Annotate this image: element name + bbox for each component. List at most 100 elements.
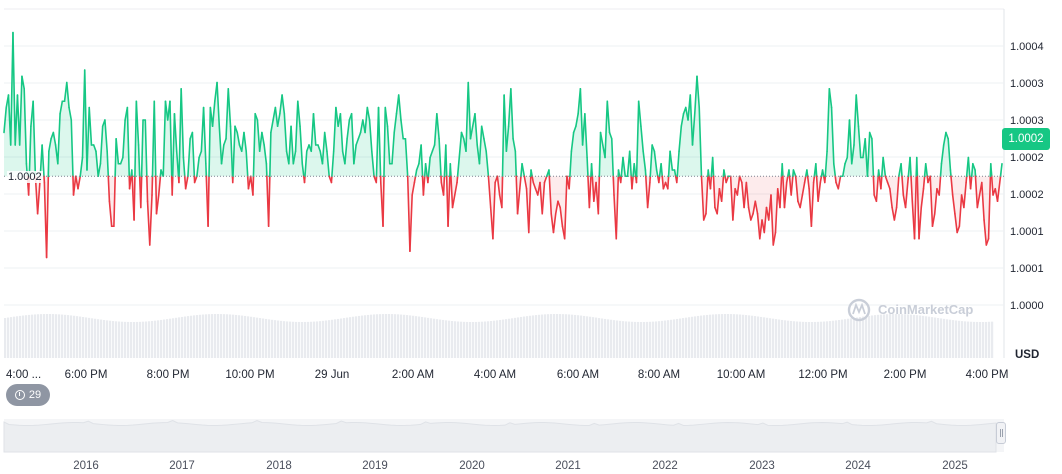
volume-bar [685,317,688,358]
price-segment [597,175,601,215]
volume-bar [154,320,157,358]
volume-bar [946,319,949,358]
volume-bar [43,314,46,358]
price-segment [41,144,45,178]
price-segment [478,125,483,165]
price-segment [750,212,754,221]
price-segment [918,206,923,240]
price-segment [579,87,584,146]
price-segment [783,181,788,209]
price-segment [267,175,271,228]
price-segment [106,150,110,178]
price-segment [910,175,914,203]
volume-bar [964,321,967,358]
volume-bar [751,315,754,358]
price-segment [391,131,396,165]
price-segment [541,181,546,215]
volume-bar [682,318,685,358]
price-segment [88,106,93,146]
volume-bar [589,316,592,358]
price-segment [628,150,633,178]
price-segment [140,119,144,178]
price-segment [23,87,28,165]
price-segment [653,150,658,171]
volume-bar [457,321,460,358]
volume-bar [445,320,448,358]
volume-bar [505,319,508,358]
price-segment [563,175,568,240]
volume-bar [418,316,421,358]
volume-bar [565,314,568,358]
volume-bar [331,319,334,358]
volume-bar [742,314,745,358]
price-segment [584,112,588,159]
price-segment [931,212,936,228]
volume-bar [307,321,310,358]
volume-bar [892,314,895,358]
volume-bar [916,315,919,358]
volume-bar [607,319,610,358]
price-segment [57,112,61,165]
volume-bar [739,314,742,358]
volume-bar [556,314,559,358]
volume-bar [250,316,253,358]
price-segment [438,137,442,178]
volume-bar [931,317,934,358]
volume-bar [346,317,349,358]
price-segment [77,175,82,190]
volume-bar [439,319,442,358]
price-segment [763,206,768,234]
navigator-handle[interactable] [996,422,1006,444]
volume-bar [961,321,964,358]
price-segment [989,162,993,178]
volume-bar [88,317,91,358]
price-segment [635,100,640,178]
price-segment [216,81,221,128]
volume-bar [94,318,97,358]
volume-bar [508,318,511,358]
price-segment [505,125,510,153]
price-segment [817,181,822,203]
price-segment [904,181,909,209]
volume-bar [61,314,64,358]
price-segment [312,112,317,146]
watermark: CoinMarketCap [847,298,973,322]
volume-bar [58,314,61,358]
volume-bar [385,314,388,358]
price-segment [52,131,57,146]
volume-bar [790,320,793,358]
price-segment [182,156,186,178]
volume-bar [163,319,166,358]
price-segment [427,175,430,184]
volume-bar [640,321,643,358]
volume-bar [364,315,367,358]
price-segment [794,175,799,203]
volume-bar [697,315,700,358]
volume-bar [832,320,835,358]
volume-bar [985,321,988,358]
volume-bar [493,320,496,358]
events-badge[interactable]: 29 [6,384,50,406]
price-segment [304,150,308,178]
volume-bar [568,314,571,358]
volume-bar [151,320,154,358]
price-segment [693,75,698,115]
volume-bar [898,314,901,358]
volume-bar [949,319,952,358]
price-segment [45,175,50,259]
volume-bar [130,321,133,358]
price-segment [252,112,256,178]
volume-bar [286,321,289,358]
price-segment [501,175,504,209]
price-segment [655,169,659,178]
volume-bar [868,315,871,358]
volume-bar [202,314,205,358]
price-segment [383,106,387,178]
price-segment [774,187,779,234]
price-segment [207,175,210,228]
price-segment [256,119,261,153]
price-segment [290,125,295,165]
price-segment [276,112,281,128]
y-tick-label: 1.0001 [1010,263,1044,275]
